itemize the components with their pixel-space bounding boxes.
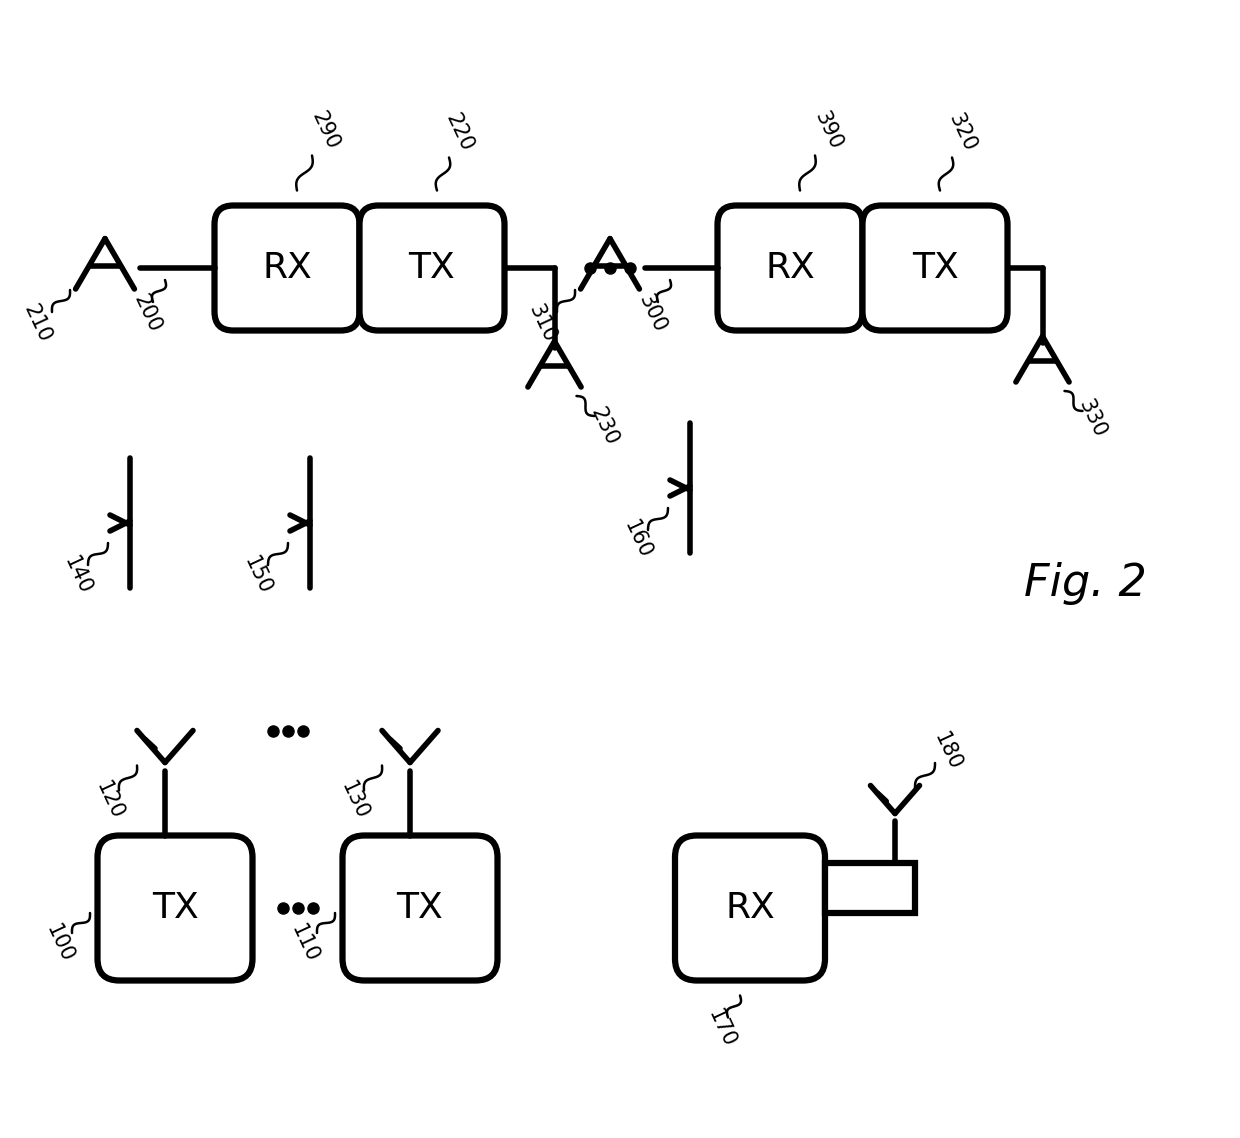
Text: 330: 330 — [1075, 396, 1110, 440]
Text: 120: 120 — [93, 778, 128, 823]
FancyBboxPatch shape — [360, 206, 505, 330]
Text: TX: TX — [409, 251, 455, 284]
Text: 140: 140 — [61, 553, 95, 597]
Text: 100: 100 — [42, 921, 77, 965]
Text: 130: 130 — [337, 778, 372, 823]
Text: TX: TX — [151, 891, 198, 925]
Text: RX: RX — [725, 891, 775, 925]
Text: 150: 150 — [241, 553, 275, 597]
FancyBboxPatch shape — [863, 206, 1007, 330]
FancyBboxPatch shape — [215, 206, 360, 330]
Bar — [825, 863, 915, 913]
Text: 160: 160 — [620, 518, 656, 562]
Text: 230: 230 — [587, 404, 622, 448]
FancyBboxPatch shape — [342, 835, 497, 981]
Text: 170: 170 — [704, 1006, 739, 1050]
Text: 220: 220 — [441, 110, 476, 155]
Text: 290: 290 — [308, 108, 342, 152]
Text: RX: RX — [262, 251, 312, 284]
Text: TX: TX — [911, 251, 959, 284]
Text: 320: 320 — [945, 110, 980, 155]
Text: 310: 310 — [525, 300, 559, 345]
Text: 180: 180 — [930, 728, 965, 773]
FancyBboxPatch shape — [675, 835, 825, 981]
Text: 390: 390 — [811, 108, 846, 152]
Text: 300: 300 — [635, 291, 670, 336]
Text: 210: 210 — [20, 300, 55, 345]
Text: 110: 110 — [288, 921, 322, 965]
FancyBboxPatch shape — [718, 206, 863, 330]
Text: Fig. 2: Fig. 2 — [1023, 561, 1147, 604]
Text: RX: RX — [765, 251, 815, 284]
Text: 200: 200 — [129, 291, 165, 336]
FancyBboxPatch shape — [98, 835, 253, 981]
Text: TX: TX — [397, 891, 444, 925]
